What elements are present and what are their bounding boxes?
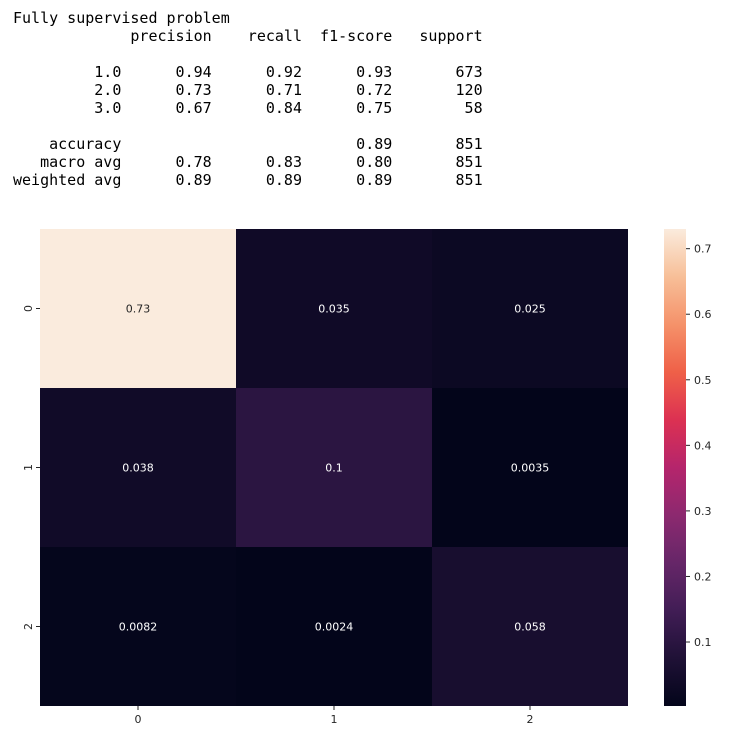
x-tick-label: 2 — [527, 713, 534, 726]
heatmap-cell-0-1 — [236, 229, 432, 388]
cell-value-label: 0.0082 — [119, 621, 158, 634]
heatmap-cells: 0.73 0.035 0.025 0.038 0.1 0.0035 0.0082 0.0024… — [40, 229, 628, 706]
cell-value-label: 0.025 — [514, 303, 546, 316]
cell-value-label: 0.1 — [325, 462, 343, 475]
cell-value-label: 0.73 — [126, 303, 151, 316]
cell-value-label: 0.035 — [318, 303, 350, 316]
cell-value-label: 0.0035 — [511, 462, 550, 475]
cell-value-label: 0.038 — [122, 462, 154, 475]
x-axis: 0 1 2 — [135, 706, 534, 726]
heatmap-cell-0-0 — [40, 229, 236, 388]
y-tick-label: 2 — [22, 623, 35, 630]
colorbar-gradient — [664, 229, 686, 706]
cell-value-label: 0.0024 — [315, 621, 354, 634]
y-tick-label: 0 — [22, 305, 35, 312]
colorbar: 0.1 0.2 0.3 0.4 0.5 0.6 0.7 — [664, 229, 712, 706]
heatmap-cell-1-0 — [40, 388, 236, 547]
y-axis: 0 1 2 — [22, 305, 40, 630]
heatmap-cell-0-2 — [432, 229, 628, 388]
colorbar-tick-label: 0.4 — [694, 439, 712, 452]
heatmap-cell-2-0 — [40, 547, 236, 706]
heatmap-cell-2-2 — [432, 547, 628, 706]
colorbar-tick-label: 0.5 — [694, 374, 712, 387]
cell-value-label: 0.058 — [514, 621, 546, 634]
colorbar-tick-label: 0.7 — [694, 243, 712, 256]
heatmap-cell-2-1 — [236, 547, 432, 706]
classification-report: Fully supervised problem precision recal… — [13, 9, 483, 189]
heatmap-cell-1-2 — [432, 388, 628, 547]
x-tick-label: 0 — [135, 713, 142, 726]
colorbar-tick-label: 0.1 — [694, 636, 712, 649]
y-tick-label: 1 — [22, 464, 35, 471]
colorbar-tick-label: 0.3 — [694, 505, 712, 518]
colorbar-tick-label: 0.6 — [694, 308, 712, 321]
heatmap-cell-1-1 — [236, 388, 432, 547]
x-tick-label: 1 — [331, 713, 338, 726]
colorbar-tick-label: 0.2 — [694, 570, 712, 583]
